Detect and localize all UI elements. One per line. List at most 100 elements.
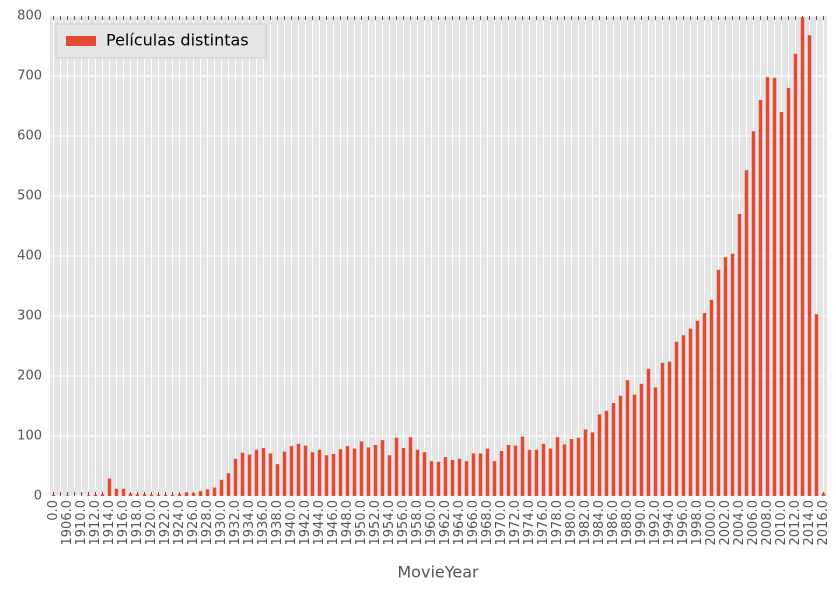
x-tick-label: 1942.0	[298, 500, 313, 546]
x-tick-label: 1932.0	[228, 500, 243, 546]
bar	[261, 448, 266, 496]
bar	[163, 494, 168, 496]
y-tick-label: 400	[17, 249, 42, 264]
x-tick-label: 2000.0	[704, 500, 719, 546]
x-tick-label: 2014.0	[802, 500, 817, 546]
bar	[534, 449, 539, 496]
bar	[184, 492, 189, 496]
bar	[499, 451, 504, 496]
bar	[702, 313, 707, 496]
bar	[352, 448, 357, 496]
y-tick-label: 500	[17, 189, 42, 204]
bar	[135, 494, 140, 496]
bar	[604, 410, 609, 496]
bar	[373, 445, 378, 496]
x-tick-label: 1994.0	[662, 500, 677, 546]
x-tick-label: 1982.0	[578, 500, 593, 546]
bar	[667, 361, 672, 496]
bar	[205, 489, 210, 496]
bar	[345, 446, 350, 496]
x-tick-label: 1960.0	[424, 500, 439, 546]
x-tick-label: 1924.0	[172, 500, 187, 546]
bar	[198, 491, 203, 496]
bar	[590, 432, 595, 496]
bar	[240, 452, 245, 496]
x-tick-label: 1910.0	[74, 500, 89, 546]
x-tick-label: 1952.0	[368, 500, 383, 546]
x-tick-label: 1990.0	[634, 500, 649, 546]
bar	[709, 299, 714, 496]
x-tick-label: 1930.0	[214, 500, 229, 546]
x-tick-label: 1962.0	[438, 500, 453, 546]
bar	[548, 448, 553, 496]
bar	[359, 441, 364, 496]
bar	[51, 494, 56, 496]
bar	[338, 449, 343, 496]
bar	[793, 53, 798, 497]
x-tick-label: 2004.0	[732, 500, 747, 546]
x-tick-label: 2006.0	[746, 500, 761, 546]
bar	[170, 494, 175, 496]
bar	[457, 458, 462, 496]
bar	[212, 487, 217, 496]
y-tick-label: 200	[17, 369, 42, 384]
bar	[821, 493, 826, 496]
bar	[254, 449, 259, 496]
x-tick-label: 1920.0	[144, 500, 159, 546]
bar	[149, 494, 154, 496]
x-tick-label: 1974.0	[522, 500, 537, 546]
bar	[268, 453, 273, 496]
bar	[660, 362, 665, 496]
bar	[65, 495, 70, 496]
bar	[800, 17, 805, 496]
bar	[401, 448, 406, 496]
bar	[226, 473, 231, 496]
bar	[576, 437, 581, 496]
x-tick-label: 2008.0	[760, 500, 775, 546]
bar	[653, 387, 658, 496]
y-tick-label: 700	[17, 69, 42, 84]
x-tick-label: 1992.0	[648, 500, 663, 546]
bar	[93, 494, 98, 496]
bar	[86, 495, 91, 496]
bar	[387, 455, 392, 496]
x-tick-label: 1976.0	[536, 500, 551, 546]
bar	[478, 453, 483, 496]
bar	[646, 368, 651, 496]
bar	[394, 437, 399, 496]
y-tick-label: 600	[17, 129, 42, 144]
bar	[107, 478, 112, 496]
x-tick-label: 1936.0	[256, 500, 271, 546]
bar	[247, 454, 252, 496]
bar	[128, 493, 133, 496]
x-tick-label: 1980.0	[564, 500, 579, 546]
bar	[415, 449, 420, 496]
bar	[751, 131, 756, 496]
bar	[492, 461, 497, 496]
bar	[716, 269, 721, 496]
bar	[177, 494, 182, 496]
bar	[758, 100, 763, 496]
bar	[611, 403, 616, 496]
legend-swatch	[66, 36, 96, 46]
x-tick-label: 2016.0	[816, 500, 831, 546]
bar	[324, 455, 329, 496]
y-tick-label: 100	[17, 429, 42, 444]
x-tick-label: 1998.0	[690, 500, 705, 546]
x-tick-label: 1958.0	[410, 500, 425, 546]
bar	[618, 395, 623, 496]
bar	[485, 448, 490, 496]
x-tick-label: 1968.0	[480, 500, 495, 546]
x-tick-label: 0.0	[46, 500, 61, 521]
bar	[737, 214, 742, 496]
y-tick-label: 800	[17, 9, 42, 24]
bar	[429, 461, 434, 496]
y-tick-label: 300	[17, 309, 42, 324]
bar	[639, 383, 644, 496]
bar	[317, 449, 322, 496]
bar	[681, 335, 686, 496]
bar	[331, 454, 336, 496]
x-tick-label: 1966.0	[466, 500, 481, 546]
bar	[303, 445, 308, 496]
